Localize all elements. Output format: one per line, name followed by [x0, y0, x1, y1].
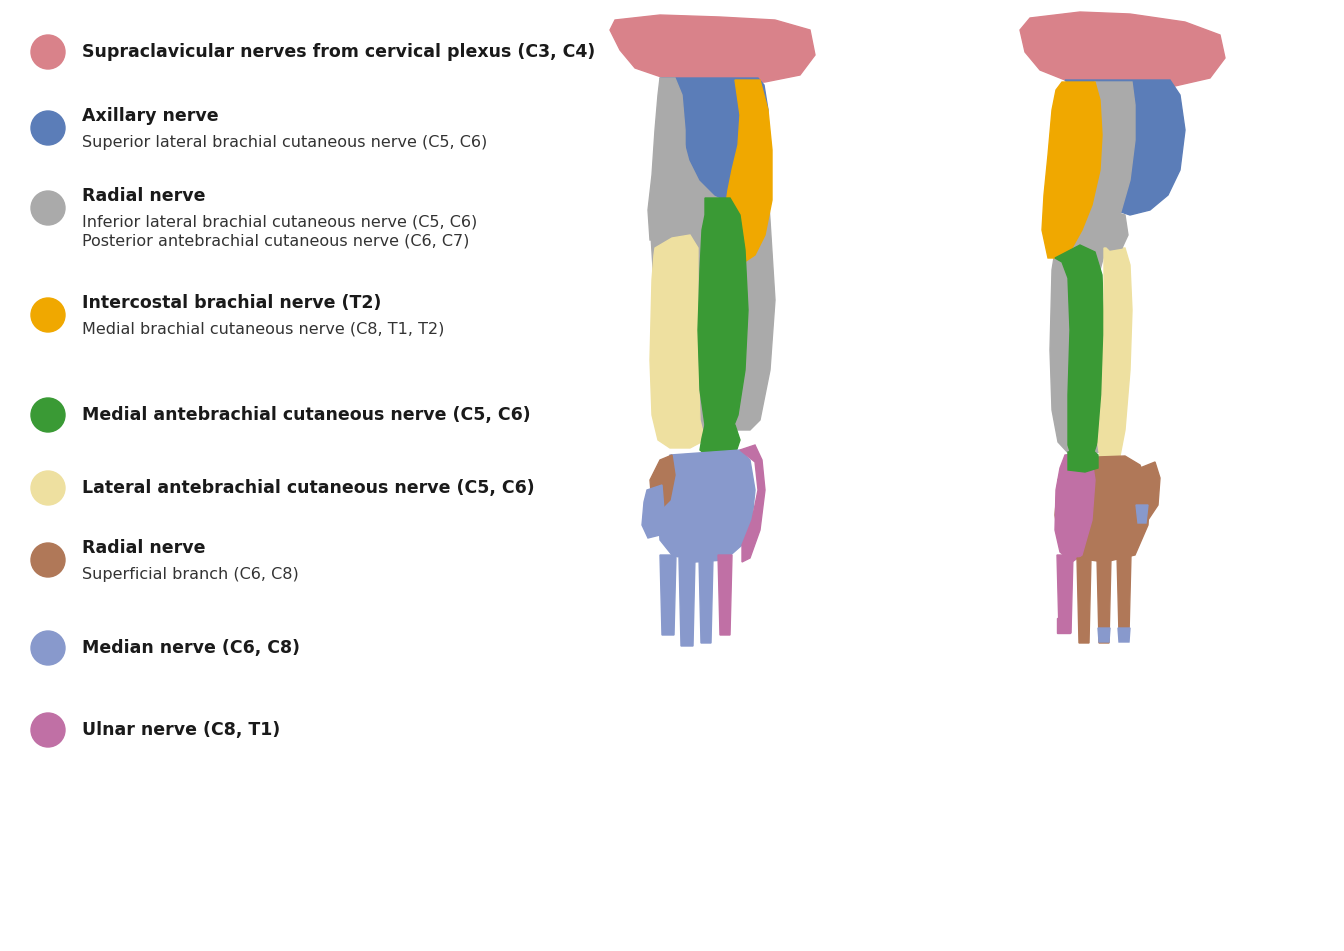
- Text: Ulnar nerve (C8, T1): Ulnar nerve (C8, T1): [82, 721, 281, 739]
- Text: Axillary nerve: Axillary nerve: [82, 107, 219, 125]
- Polygon shape: [642, 485, 664, 538]
- Text: Intercostal brachial nerve (T2): Intercostal brachial nerve (T2): [82, 294, 382, 312]
- Text: Superficial branch (C6, C8): Superficial branch (C6, C8): [82, 567, 298, 581]
- Polygon shape: [1118, 628, 1130, 642]
- Polygon shape: [679, 558, 695, 646]
- Polygon shape: [659, 450, 755, 562]
- Polygon shape: [610, 15, 814, 85]
- Polygon shape: [1042, 82, 1102, 258]
- Polygon shape: [1077, 558, 1091, 643]
- Polygon shape: [741, 445, 765, 562]
- Polygon shape: [1068, 448, 1098, 472]
- Text: Inferior lateral brachial cutaneous nerve (C5, C6): Inferior lateral brachial cutaneous nerv…: [82, 215, 477, 229]
- Polygon shape: [660, 78, 767, 200]
- Polygon shape: [718, 555, 732, 635]
- Text: Median nerve (C6, C8): Median nerve (C6, C8): [82, 639, 300, 657]
- Polygon shape: [1117, 555, 1132, 635]
- Polygon shape: [698, 198, 749, 440]
- Circle shape: [31, 191, 65, 225]
- Polygon shape: [1098, 248, 1132, 462]
- Polygon shape: [1097, 558, 1111, 643]
- Polygon shape: [660, 555, 676, 635]
- Text: Medial brachial cutaneous nerve (C8, T1, T2): Medial brachial cutaneous nerve (C8, T1,…: [82, 321, 445, 337]
- Text: Radial nerve: Radial nerve: [82, 187, 206, 205]
- Circle shape: [31, 471, 65, 505]
- Text: Superior lateral brachial cutaneous nerve (C5, C6): Superior lateral brachial cutaneous nerv…: [82, 134, 488, 149]
- Polygon shape: [1055, 452, 1095, 562]
- Polygon shape: [1099, 210, 1128, 250]
- Polygon shape: [1056, 555, 1073, 633]
- Polygon shape: [1020, 12, 1224, 90]
- Text: Medial antebrachial cutaneous nerve (C5, C6): Medial antebrachial cutaneous nerve (C5,…: [82, 406, 531, 424]
- Polygon shape: [1064, 80, 1185, 215]
- Polygon shape: [648, 78, 685, 240]
- Polygon shape: [1055, 245, 1103, 462]
- Polygon shape: [1055, 456, 1150, 562]
- Polygon shape: [650, 455, 675, 510]
- Text: Radial nerve: Radial nerve: [82, 539, 206, 557]
- Polygon shape: [1133, 462, 1160, 520]
- Circle shape: [31, 298, 65, 332]
- Circle shape: [31, 398, 65, 432]
- Polygon shape: [700, 425, 741, 458]
- Text: Supraclavicular nerves from cervical plexus (C3, C4): Supraclavicular nerves from cervical ple…: [82, 43, 595, 61]
- Polygon shape: [724, 80, 771, 265]
- Polygon shape: [1056, 618, 1070, 633]
- Text: Posterior antebrachial cutaneous nerve (C6, C7): Posterior antebrachial cutaneous nerve (…: [82, 234, 469, 248]
- Circle shape: [31, 35, 65, 69]
- Polygon shape: [1136, 505, 1148, 523]
- Polygon shape: [650, 75, 775, 430]
- Polygon shape: [656, 215, 702, 260]
- Polygon shape: [1098, 628, 1110, 642]
- Text: Lateral antebrachial cutaneous nerve (C5, C6): Lateral antebrachial cutaneous nerve (C5…: [82, 479, 535, 497]
- Circle shape: [31, 543, 65, 577]
- Polygon shape: [699, 558, 714, 643]
- Circle shape: [31, 631, 65, 665]
- Polygon shape: [650, 235, 706, 448]
- Circle shape: [31, 111, 65, 145]
- Circle shape: [31, 713, 65, 747]
- Polygon shape: [1050, 82, 1134, 455]
